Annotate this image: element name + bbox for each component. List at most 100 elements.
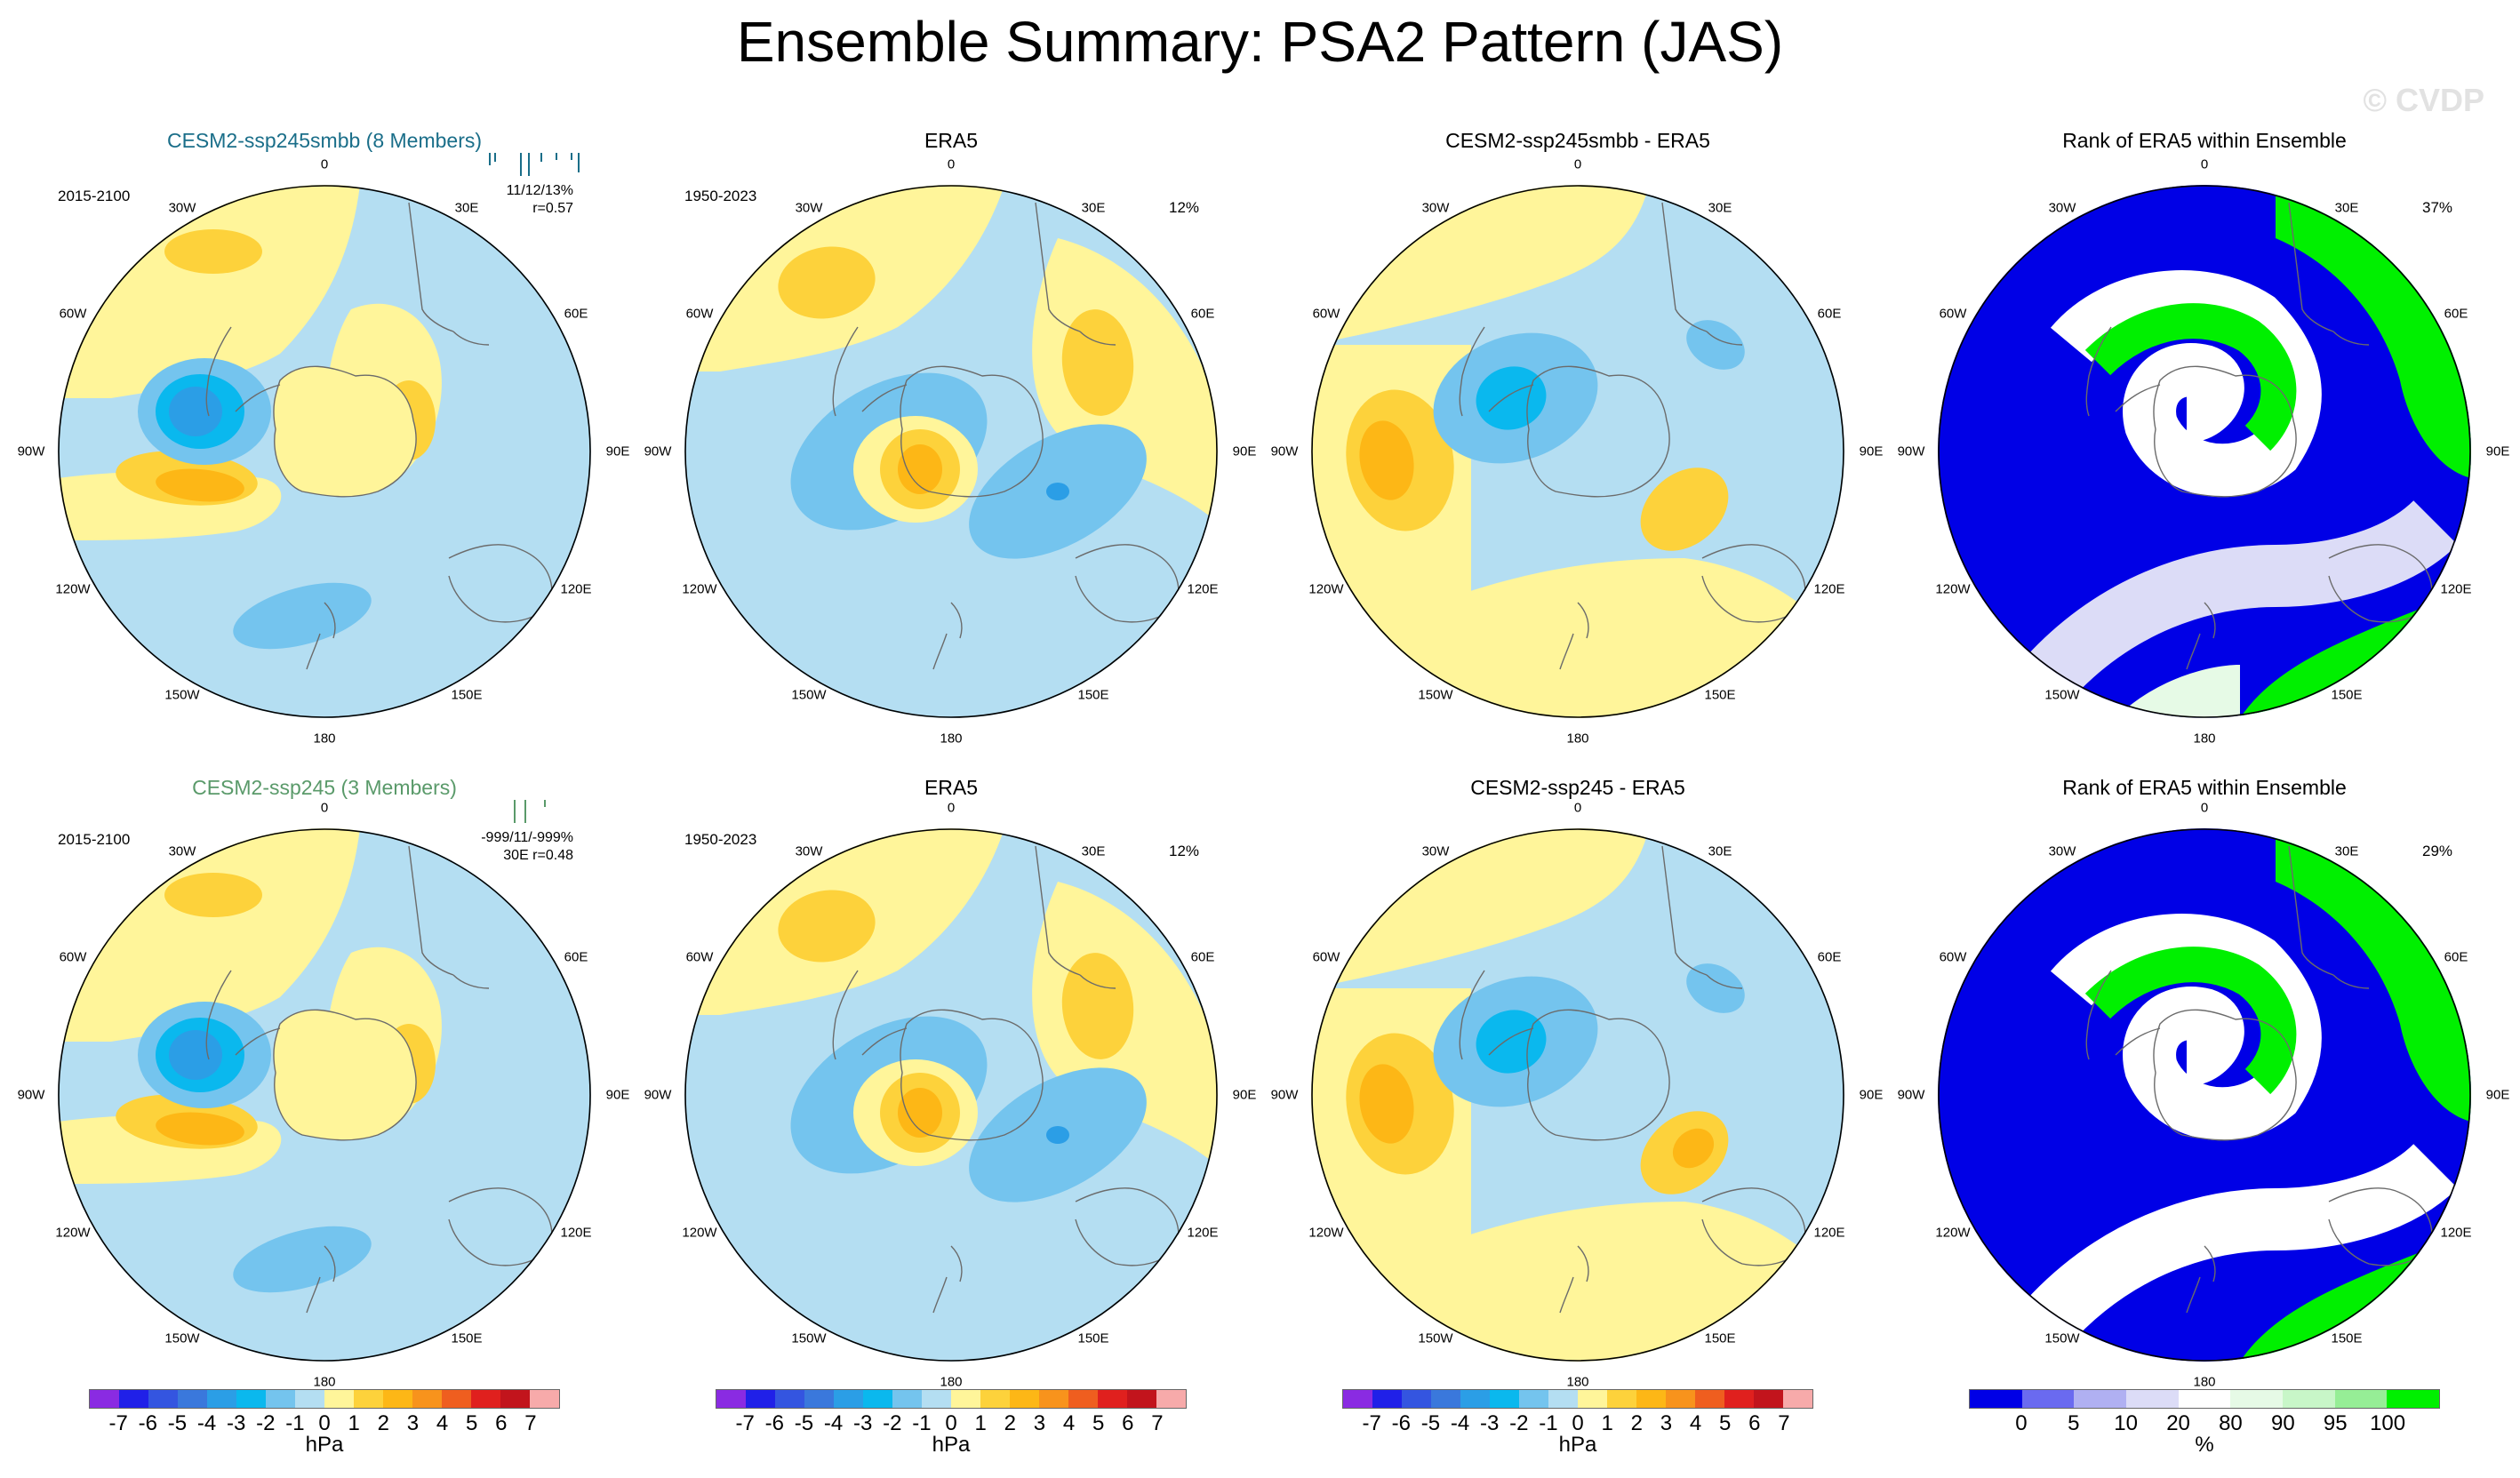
colorbar-tick-label: 2 bbox=[1004, 1411, 1016, 1435]
colorbar-bin bbox=[716, 1390, 746, 1408]
model-stats-line2: r=0.57 bbox=[532, 201, 573, 216]
colorbar-tick-label: -6 bbox=[1391, 1411, 1411, 1435]
longitude-label-120e: 120E bbox=[560, 581, 592, 597]
colorbar-tick-label: 0 bbox=[2015, 1411, 2028, 1435]
colorbar-bin bbox=[1431, 1390, 1460, 1408]
colorbar-bin bbox=[90, 1390, 119, 1408]
longitude-label-150w: 150W bbox=[791, 687, 827, 703]
longitude-label-150w: 150W bbox=[2044, 687, 2080, 703]
colorbar-bin bbox=[1343, 1390, 1372, 1408]
new-zealand-coast bbox=[1559, 1245, 1589, 1314]
longitude-label-90w: 90W bbox=[1897, 443, 1925, 459]
longitude-label-30w: 30W bbox=[1421, 843, 1450, 859]
coastlines bbox=[205, 845, 553, 1314]
colorbar-tick-label: -7 bbox=[1362, 1411, 1381, 1435]
colorbar-bin bbox=[951, 1390, 980, 1408]
colorbar-bin bbox=[1636, 1390, 1666, 1408]
colorbar-bin bbox=[863, 1390, 892, 1408]
model-stats-line1: 11/12/13% bbox=[506, 183, 573, 198]
south-america-coast bbox=[832, 970, 908, 1060]
longitude-label-120e: 120E bbox=[2440, 1225, 2472, 1241]
colorbar-bin bbox=[775, 1390, 804, 1408]
longitude-label-60e: 60E bbox=[2444, 949, 2468, 965]
colorbar-bin bbox=[2178, 1390, 2231, 1408]
colorbar-tick-label: 0 bbox=[945, 1411, 957, 1435]
model-stats-line2: 30E r=0.48 bbox=[503, 848, 573, 863]
positive-core-se bbox=[1672, 1128, 1715, 1169]
rank-region-lightgreen bbox=[2116, 665, 2240, 718]
colorbar-bin bbox=[1127, 1390, 1156, 1408]
colorbar-tick-label: 3 bbox=[1033, 1411, 1046, 1435]
colorbar-bin bbox=[178, 1390, 207, 1408]
longitude-label-180: 180 bbox=[1566, 1374, 1589, 1390]
colorbar-tick-label: -5 bbox=[167, 1411, 188, 1435]
colorbar-bin bbox=[1754, 1390, 1783, 1408]
negative-region-ne bbox=[1686, 320, 1745, 370]
new-zealand-coast bbox=[932, 1245, 963, 1314]
colorbar-bin bbox=[834, 1390, 863, 1408]
longitude-label-150e: 150E bbox=[1077, 687, 1109, 703]
colorbar-tick-label: -2 bbox=[1509, 1411, 1529, 1435]
longitude-label-180: 180 bbox=[313, 731, 336, 747]
colorbar bbox=[89, 1389, 560, 1409]
colorbar-bin bbox=[1460, 1390, 1490, 1408]
longitude-label-150e: 150E bbox=[2331, 1330, 2363, 1346]
longitude-label-30e: 30E bbox=[1081, 200, 1106, 216]
colorbar-tick-label: -3 bbox=[1479, 1411, 1500, 1435]
longitude-label-150e: 150E bbox=[1704, 687, 1736, 703]
map-field bbox=[1311, 828, 1844, 1362]
member-tick bbox=[540, 153, 542, 162]
member-tick bbox=[494, 153, 496, 162]
longitude-label-120w: 120W bbox=[55, 581, 91, 597]
colorbar-tick-label: 0 bbox=[1572, 1411, 1584, 1435]
colorbar-tick-label: 20 bbox=[2166, 1411, 2190, 1435]
africa-coast bbox=[2288, 845, 2370, 989]
member-tick-strip bbox=[489, 800, 596, 823]
longitude-label-0: 0 bbox=[320, 800, 329, 816]
longitude-label-0: 0 bbox=[1573, 800, 1582, 816]
percent-label: 37% bbox=[2422, 199, 2453, 216]
longitude-label-120w: 120W bbox=[55, 1225, 91, 1241]
longitude-label-60e: 60E bbox=[2444, 306, 2468, 322]
colorbar-tick-label: 100 bbox=[2370, 1411, 2406, 1435]
longitude-label-60w: 60W bbox=[685, 949, 714, 965]
longitude-label-30e: 30E bbox=[454, 200, 479, 216]
colorbar bbox=[1342, 1389, 1813, 1409]
longitude-label-60e: 60E bbox=[1817, 949, 1842, 965]
positive-core-west bbox=[1359, 1064, 1414, 1144]
colorbar-tick-label: 5 bbox=[465, 1411, 478, 1435]
longitude-label-90w: 90W bbox=[1897, 1087, 1925, 1103]
negative-core-se bbox=[1046, 1126, 1069, 1144]
colorbar-unit: hPa bbox=[305, 1433, 344, 1457]
colorbar-bin bbox=[1548, 1390, 1578, 1408]
map-boundary bbox=[684, 828, 1218, 1362]
longitude-label-30w: 30W bbox=[2048, 200, 2076, 216]
colorbar-tick-label: -3 bbox=[852, 1411, 873, 1435]
longitude-label-150w: 150W bbox=[1418, 687, 1453, 703]
colorbar-bin bbox=[1402, 1390, 1431, 1408]
polar-map-model bbox=[58, 828, 591, 1362]
colorbar-tick-label: 2 bbox=[1630, 1411, 1643, 1435]
colorbar-bin bbox=[1970, 1390, 2022, 1408]
longitude-label-120w: 120W bbox=[682, 581, 717, 597]
colorbar-unit: hPa bbox=[932, 1433, 971, 1457]
colorbar-tick-label: -3 bbox=[226, 1411, 246, 1435]
colorbar-tick-label: 1 bbox=[348, 1411, 360, 1435]
colorbar-bin bbox=[471, 1390, 500, 1408]
positive-max-north bbox=[778, 246, 876, 319]
colorbar-bin bbox=[1519, 1390, 1548, 1408]
colorbar-bin bbox=[412, 1390, 442, 1408]
colorbar-bin bbox=[295, 1390, 324, 1408]
longitude-label-30e: 30E bbox=[2334, 843, 2359, 859]
negative-core bbox=[169, 1030, 222, 1080]
longitude-label-150e: 150E bbox=[1077, 1330, 1109, 1346]
map-boundary bbox=[58, 185, 591, 718]
colorbar-bin bbox=[1695, 1390, 1724, 1408]
longitude-label-30e: 30E bbox=[1708, 843, 1732, 859]
panel-title: CESM2-ssp245 - ERA5 bbox=[1470, 776, 1685, 799]
colorbar-bin bbox=[2334, 1390, 2388, 1408]
colorbar-tick-label: -6 bbox=[138, 1411, 157, 1435]
colorbar-unit: % bbox=[2195, 1433, 2214, 1457]
africa-coast bbox=[1661, 202, 1743, 346]
colorbar-bin bbox=[500, 1390, 530, 1408]
